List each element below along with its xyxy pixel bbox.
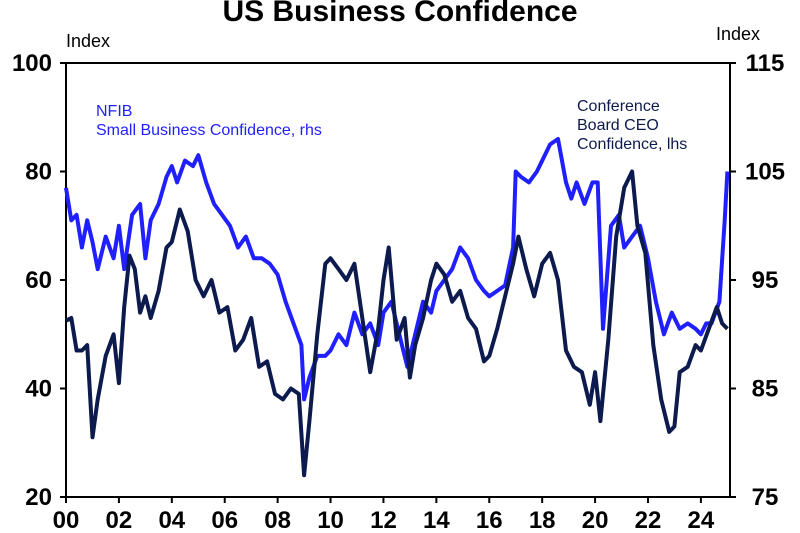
right-tick-label: 85	[752, 376, 779, 403]
left-tick-label: 40	[25, 376, 52, 403]
left-axis-unit: Index	[66, 31, 110, 51]
left-tick-label: 60	[25, 267, 52, 294]
right-tick-label: 75	[752, 484, 779, 511]
x-axis-ticks: 00 02 04 06 08 10 12 14 16 18 20 22 24	[53, 497, 715, 533]
left-tick-label: 100	[12, 50, 52, 77]
x-tick-label: 20	[582, 507, 609, 533]
ceo-series-label: Conference Board CEO Confidence, lhs	[577, 98, 687, 153]
left-tick-label: 20	[25, 484, 52, 511]
right-axis-ticks: 75 85 95 105 115	[730, 50, 785, 511]
nfib-label-line-1: NFIB	[96, 103, 132, 120]
ceo-label-line-1: Conference	[577, 98, 660, 115]
series-layer	[64, 137, 730, 478]
x-tick-label: 10	[317, 507, 344, 533]
nfib-series-label: NFIB Small Business Confidence, rhs	[96, 103, 322, 139]
x-tick-label: 12	[370, 507, 397, 533]
ceo-series-line	[65, 169, 729, 478]
x-tick-label: 16	[476, 507, 503, 533]
x-tick-label: 02	[106, 507, 133, 533]
right-tick-label: 95	[752, 267, 779, 294]
x-tick-label: 08	[264, 507, 291, 533]
nfib-label-line-2: Small Business Confidence, rhs	[96, 122, 322, 139]
chart-title: US Business Confidence	[222, 0, 577, 28]
left-axis-ticks: 20 40 60 80 100	[12, 50, 66, 511]
left-tick-label: 80	[25, 159, 52, 186]
x-tick-label: 22	[635, 507, 662, 533]
x-tick-label: 04	[158, 507, 185, 533]
right-tick-label: 115	[746, 50, 785, 77]
x-tick-label: 18	[529, 507, 556, 533]
ceo-label-line-3: Confidence, lhs	[577, 136, 687, 153]
right-axis-unit: Index	[716, 24, 760, 44]
x-tick-label: 00	[53, 507, 80, 533]
right-tick-label: 105	[745, 159, 785, 186]
ceo-label-line-2: Board CEO	[577, 117, 659, 134]
x-tick-label: 06	[211, 507, 238, 533]
x-tick-label: 24	[688, 507, 715, 533]
x-tick-label: 14	[423, 507, 450, 533]
